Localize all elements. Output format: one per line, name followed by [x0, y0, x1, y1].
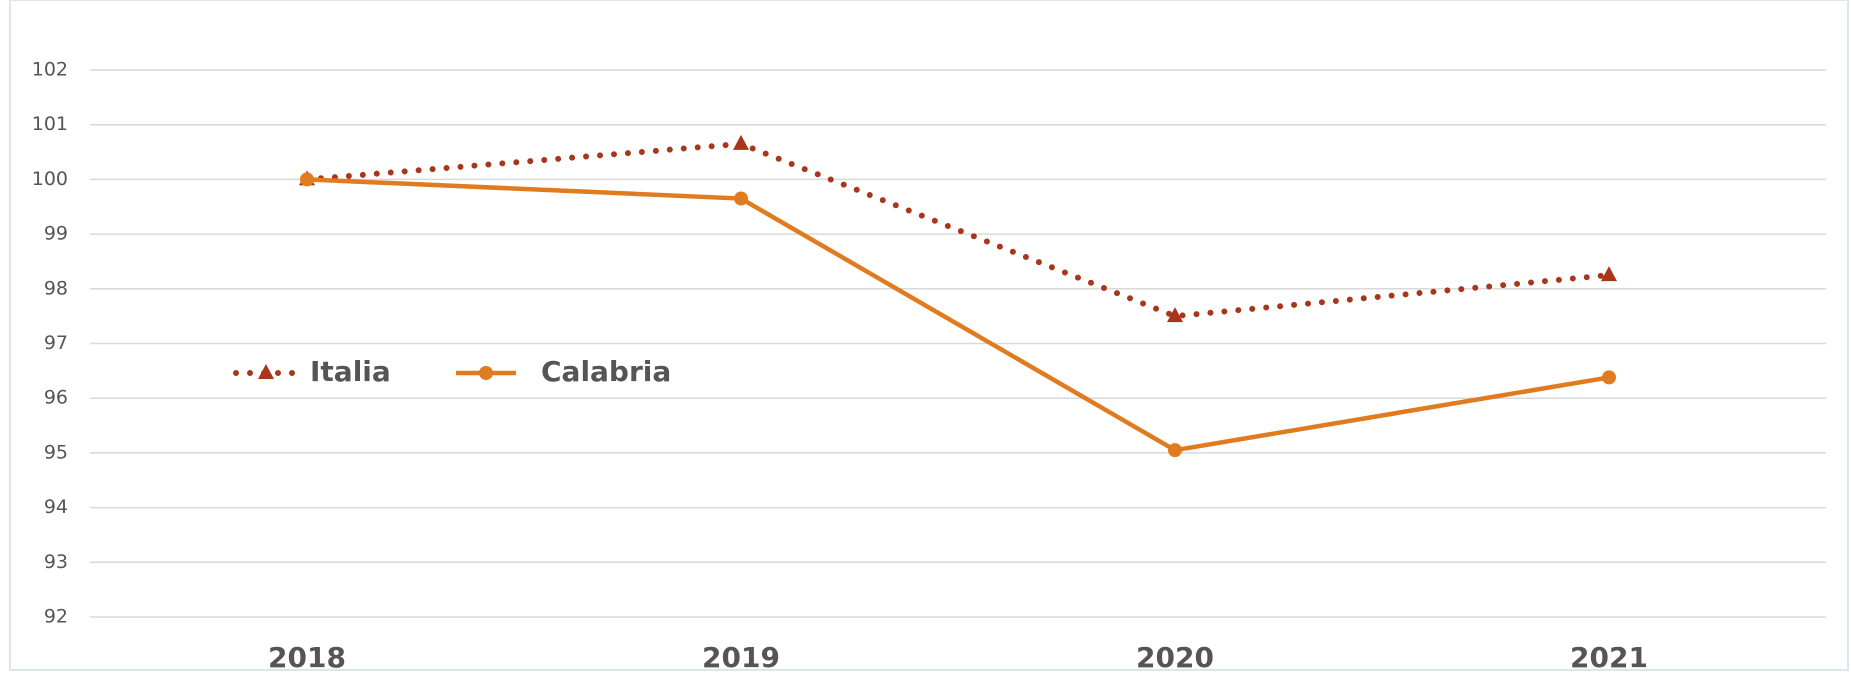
legend-label: Italia [310, 355, 391, 388]
y-tick-label: 97 [44, 332, 68, 354]
point [479, 366, 493, 380]
y-tick-label: 101 [32, 113, 68, 135]
series-line [304, 140, 1612, 320]
series-line [306, 177, 1610, 453]
point [1602, 370, 1616, 385]
y-tick-label: 102 [32, 59, 68, 81]
y-tick-label: 92 [44, 606, 68, 628]
y-tick-label: 100 [32, 168, 68, 190]
y-tick-label: 95 [44, 441, 68, 463]
point [258, 364, 274, 379]
y-tick-label: 96 [44, 387, 68, 409]
y-tick-label: 93 [44, 551, 68, 573]
x-tick-label: 2019 [702, 641, 780, 673]
x-tick-label: 2020 [1136, 641, 1214, 673]
point [1167, 307, 1183, 323]
point [1168, 443, 1182, 458]
y-tick-label: 98 [44, 277, 68, 299]
y-tick-label: 94 [44, 496, 68, 518]
legend-label: Calabria [541, 355, 671, 388]
point [300, 172, 314, 187]
point [734, 191, 748, 206]
chart-frame [9, 0, 1849, 671]
x-tick-label: 2021 [1570, 641, 1648, 673]
y-tick-label: 99 [44, 223, 68, 245]
point [733, 134, 749, 150]
x-tick-label: 2018 [268, 641, 346, 673]
point [1601, 266, 1617, 282]
